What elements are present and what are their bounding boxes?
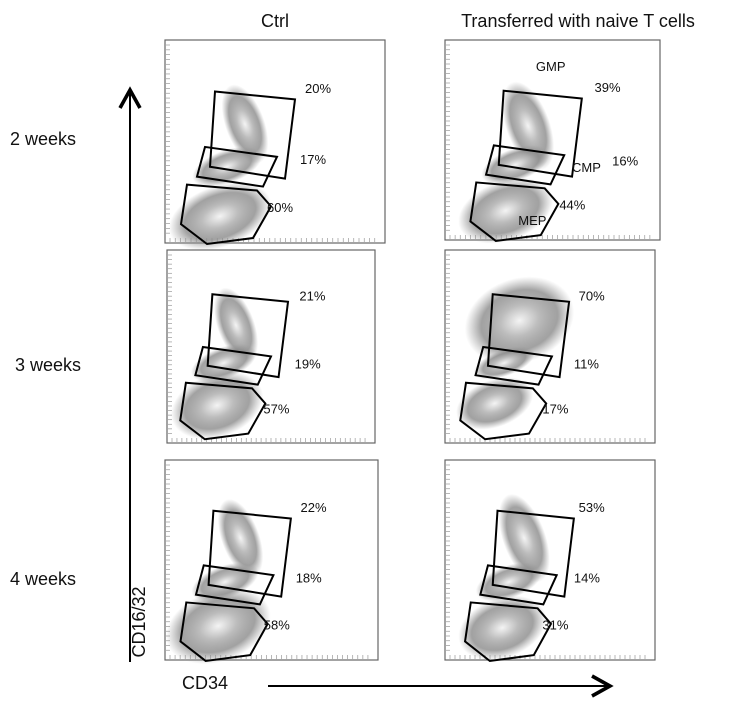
gate-percent: 17% — [300, 152, 326, 167]
gate-percent: 53% — [579, 500, 605, 515]
column-title: Transferred with naive T cells — [461, 11, 695, 31]
gate — [474, 345, 554, 386]
gate-percent: 22% — [301, 500, 327, 515]
gate-name: MEP — [518, 213, 546, 228]
density-blob — [458, 595, 547, 661]
flow-plot: 70% 11% 17% — [444, 249, 656, 444]
gate — [194, 564, 275, 606]
panels: 20% 17% 60% 39% GMP 16% CMP 44% MEP 21% 19% 57% 70% 1… — [164, 39, 661, 665]
row-label: 3 weeks — [15, 355, 81, 375]
gate — [479, 564, 559, 606]
density-blob — [221, 84, 269, 164]
density-blob — [473, 346, 535, 380]
flow-plot: 21% 19% 57% — [166, 249, 376, 444]
gate-percent: 60% — [267, 200, 293, 215]
column-title: Ctrl — [261, 11, 289, 31]
gate-percent: 57% — [263, 401, 289, 416]
gate — [207, 509, 292, 598]
x-axis-label: CD34 — [182, 673, 228, 693]
gate-percent: 20% — [305, 81, 331, 96]
density-blob — [458, 177, 554, 244]
gate — [179, 381, 267, 441]
gate — [179, 183, 273, 246]
gate — [206, 293, 290, 379]
gate — [486, 293, 571, 379]
gate-percent: 58% — [264, 617, 290, 632]
density-blob — [217, 499, 264, 578]
gate-percent: 18% — [296, 570, 322, 585]
density-blob — [475, 562, 543, 602]
gate-percent: 70% — [579, 289, 605, 304]
gate-percent: 31% — [542, 617, 568, 632]
gate-percent: 14% — [574, 570, 600, 585]
gate-percent: 16% — [612, 153, 638, 168]
density-blob — [171, 371, 264, 440]
density-blob — [190, 344, 257, 382]
flow-plot: 22% 18% 58% — [164, 459, 379, 665]
gate — [195, 145, 279, 188]
gate — [463, 601, 553, 663]
gate-percent: 19% — [295, 356, 321, 371]
gate-name: GMP — [536, 59, 566, 74]
gate — [459, 381, 548, 441]
gate — [208, 90, 297, 180]
gate-name: CMP — [572, 160, 601, 175]
flow-plot: 53% 14% 31% — [444, 459, 656, 663]
gate — [497, 89, 583, 178]
gate — [491, 509, 575, 598]
gate-percent: 44% — [559, 197, 585, 212]
gate-percent: 11% — [574, 356, 599, 371]
flow-plot: 39% GMP 16% CMP 44% MEP — [444, 39, 661, 244]
gate — [484, 144, 566, 186]
gate-percent: 17% — [542, 401, 568, 416]
gate-percent: 21% — [299, 289, 325, 304]
plot-frame — [164, 39, 386, 244]
density-blob — [498, 493, 550, 583]
flow-plot: 20% 17% 60% — [164, 39, 386, 251]
density-blob — [213, 287, 259, 364]
y-axis-label: CD16/32 — [129, 586, 149, 657]
density-blob — [456, 377, 534, 430]
gate — [194, 345, 273, 386]
row-label: 2 weeks — [10, 129, 76, 149]
gate — [179, 601, 269, 663]
gate — [469, 181, 560, 243]
gate-percent: 39% — [595, 80, 621, 95]
row-label: 4 weeks — [10, 569, 76, 589]
